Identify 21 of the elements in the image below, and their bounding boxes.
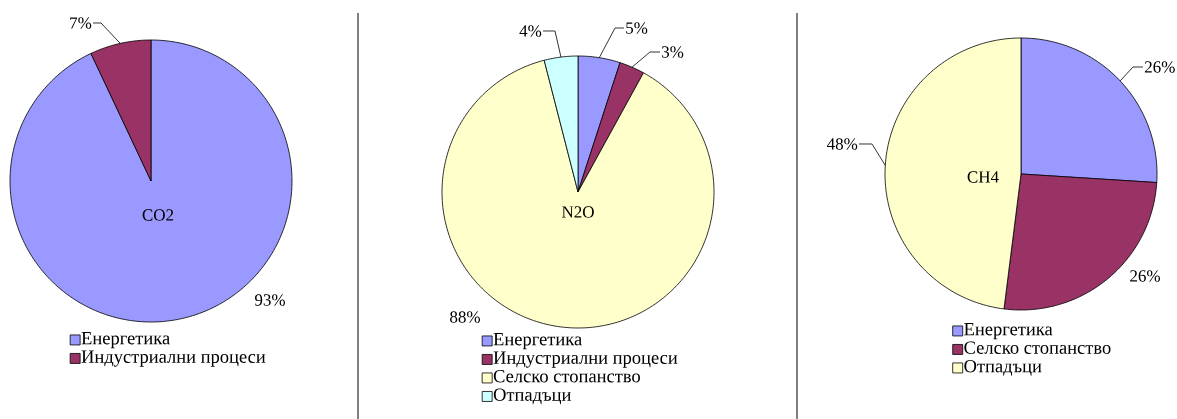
legend-label: Отпадъци bbox=[964, 359, 1042, 376]
text: CH4 bbox=[967, 171, 999, 183]
data-label: 48% bbox=[826, 138, 858, 150]
data-label: 93% bbox=[254, 294, 285, 306]
text: CO2 bbox=[142, 209, 174, 221]
data-label: 7% bbox=[70, 17, 92, 29]
legend-label: Индустриални процеси bbox=[493, 351, 678, 368]
legend-label: Индустриални процеси bbox=[81, 350, 266, 367]
data-label: 3% bbox=[662, 46, 684, 58]
legend-label: Селско стопанство bbox=[964, 341, 1111, 354]
data-label: 88% bbox=[450, 311, 480, 323]
legend-label: Енергетика bbox=[81, 332, 170, 349]
legend-label: Енергетика bbox=[493, 333, 582, 350]
legend-label: Отпадъци bbox=[493, 388, 571, 405]
data-label: 26% bbox=[1144, 61, 1175, 73]
data-label: 5% bbox=[626, 22, 648, 34]
legend-label: Селско стопанство bbox=[493, 369, 640, 383]
text: N2O bbox=[561, 206, 594, 218]
data-label: 26% bbox=[1130, 270, 1161, 282]
legend-label: Енергетика bbox=[964, 323, 1053, 340]
data-label: 4% bbox=[519, 25, 542, 37]
